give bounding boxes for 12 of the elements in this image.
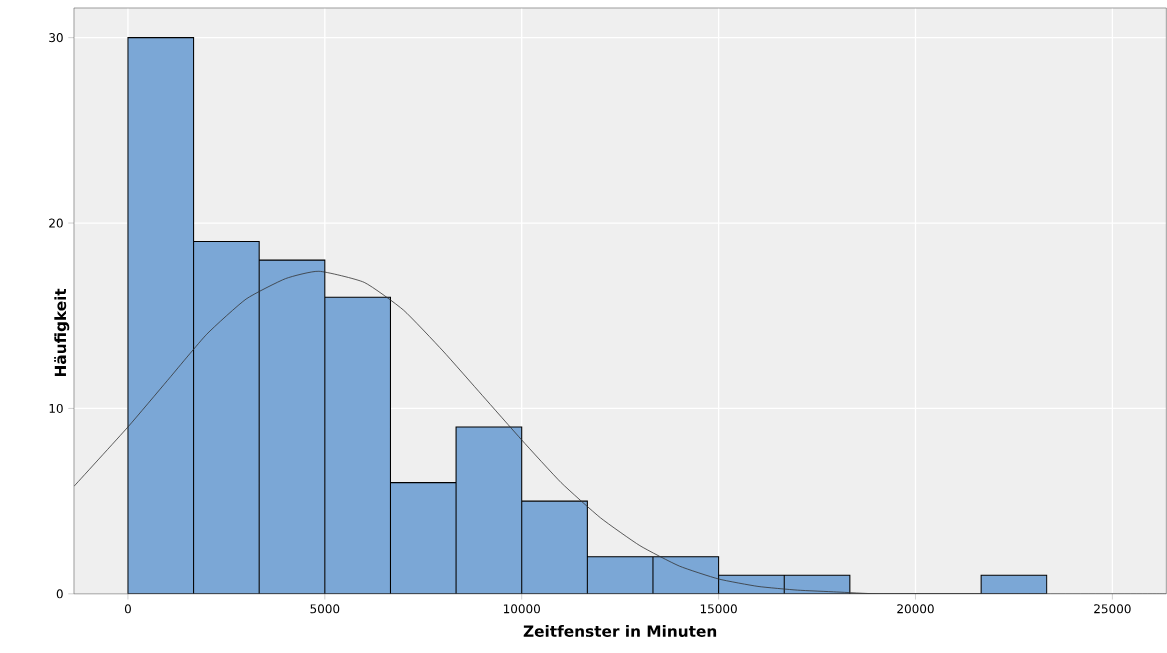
y-tick-label: 0 <box>56 589 63 599</box>
x-tick-label: 20000 <box>897 604 934 614</box>
x-tick-label: 15000 <box>700 604 737 614</box>
x-tick-label: 0 <box>124 604 131 614</box>
x-tick-label: 25000 <box>1094 604 1131 614</box>
y-tick-label: 10 <box>49 403 63 413</box>
x-axis-title: Zeitfenster in Minuten <box>523 625 717 637</box>
y-axis-title: Häufigkeit <box>54 288 70 377</box>
x-tick-label: 5000 <box>310 604 340 614</box>
y-tick-label: 30 <box>49 33 63 43</box>
x-tick-label: 10000 <box>503 604 540 614</box>
y-tick-label: 20 <box>49 218 63 228</box>
